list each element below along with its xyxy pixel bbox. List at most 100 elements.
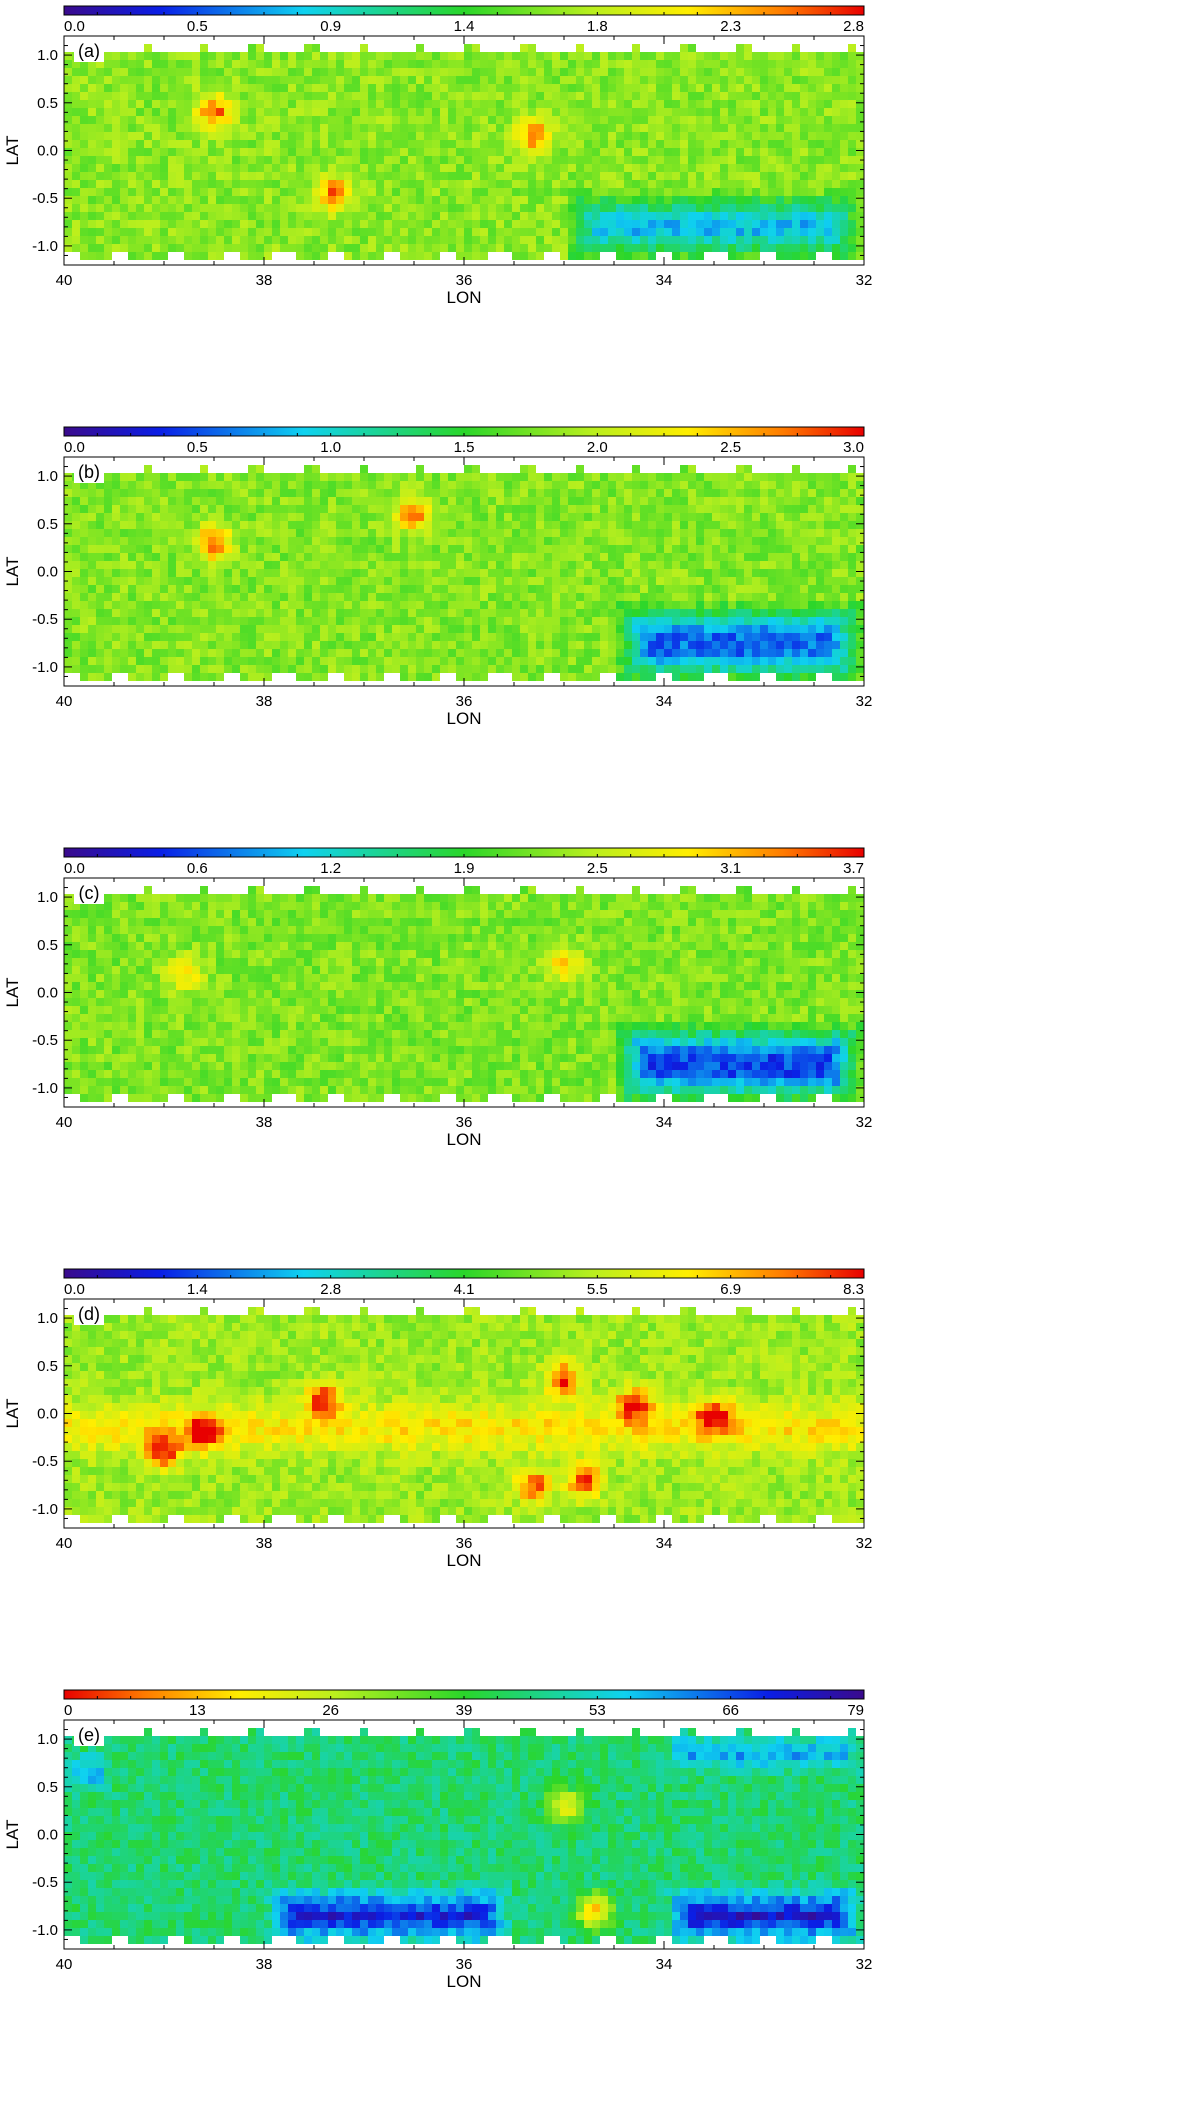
heatmap-cell — [712, 100, 720, 108]
heatmap-cell — [176, 641, 184, 649]
heatmap-cell — [208, 228, 216, 236]
heatmap-cell — [512, 52, 520, 60]
heatmap-cell — [240, 100, 248, 108]
heatmap-cell — [160, 537, 168, 545]
heatmap-cell — [440, 665, 448, 673]
heatmap-cell — [104, 513, 112, 521]
heatmap-cell — [544, 204, 552, 212]
heatmap-cell — [448, 569, 456, 577]
heatmap-cell — [240, 537, 248, 545]
heatmap-cell — [520, 649, 528, 657]
heatmap-cell — [144, 60, 152, 68]
heatmap-cell — [824, 164, 832, 172]
heatmap-cell — [280, 164, 288, 172]
heatmap-cell — [136, 52, 144, 60]
heatmap-cell — [136, 633, 144, 641]
heatmap-cell — [448, 156, 456, 164]
heatmap-cell — [80, 609, 88, 617]
heatmap-cell — [776, 124, 784, 132]
x-axis-title: LON — [447, 288, 482, 307]
heatmap-cell — [408, 593, 416, 601]
heatmap-cell — [824, 204, 832, 212]
heatmap-cell — [808, 180, 816, 188]
heatmap-cell — [376, 236, 384, 244]
heatmap-cell — [568, 473, 576, 481]
heatmap-cell — [576, 212, 584, 220]
heatmap-cell — [280, 148, 288, 156]
heatmap-cell — [240, 68, 248, 76]
heatmap-cell — [144, 505, 152, 513]
heatmap-cell — [464, 601, 472, 609]
heatmap-cell — [264, 489, 272, 497]
heatmap-cell — [712, 188, 720, 196]
heatmap-cell — [320, 60, 328, 68]
heatmap-cell — [408, 212, 416, 220]
heatmap-cell — [816, 212, 824, 220]
heatmap-cell — [296, 244, 304, 252]
heatmap-cell — [344, 92, 352, 100]
heatmap-cell — [96, 577, 104, 585]
heatmap-cell — [568, 561, 576, 569]
heatmap-cell — [208, 593, 216, 601]
heatmap-cell — [472, 172, 480, 180]
heatmap-cell — [208, 188, 216, 196]
heatmap-cell — [400, 497, 408, 505]
heatmap-cell — [224, 489, 232, 497]
heatmap-cell — [64, 140, 72, 148]
heatmap-cell — [696, 633, 704, 641]
heatmap-cell — [792, 140, 800, 148]
heatmap-cell — [240, 633, 248, 641]
heatmap-cell — [728, 665, 736, 673]
heatmap-cell — [832, 156, 840, 164]
heatmap-cell — [136, 252, 144, 260]
heatmap-cell — [424, 100, 432, 108]
heatmap-cell — [200, 481, 208, 489]
heatmap-cell — [576, 473, 584, 481]
heatmap-cell — [656, 172, 664, 180]
heatmap-cell — [240, 204, 248, 212]
heatmap-cell — [256, 60, 264, 68]
heatmap-cell — [160, 140, 168, 148]
heatmap-cell — [400, 521, 408, 529]
heatmap-cell — [216, 489, 224, 497]
heatmap-cell — [688, 537, 696, 545]
heatmap-cell — [264, 585, 272, 593]
heatmap-cell — [584, 481, 592, 489]
heatmap-cell — [368, 657, 376, 665]
heatmap-cell — [456, 633, 464, 641]
heatmap-cell — [272, 625, 280, 633]
heatmap-cell — [272, 228, 280, 236]
heatmap-cell — [392, 489, 400, 497]
heatmap-cell — [800, 172, 808, 180]
heatmap-cell — [528, 529, 536, 537]
heatmap-cell — [352, 172, 360, 180]
heatmap-cell — [800, 220, 808, 228]
heatmap-cell — [344, 649, 352, 657]
heatmap-cell — [328, 497, 336, 505]
heatmap-cell — [72, 148, 80, 156]
heatmap-cell — [536, 100, 544, 108]
heatmap-cell — [184, 188, 192, 196]
heatmap-cell — [560, 489, 568, 497]
heatmap-cell — [224, 561, 232, 569]
heatmap-cell — [136, 108, 144, 116]
heatmap-cell — [336, 132, 344, 140]
heatmap-cell — [744, 545, 752, 553]
heatmap-cell — [240, 577, 248, 585]
heatmap-cell — [480, 601, 488, 609]
heatmap-cell — [616, 92, 624, 100]
heatmap-cell — [448, 52, 456, 60]
heatmap-cell — [608, 188, 616, 196]
heatmap-cell — [440, 529, 448, 537]
heatmap-cell — [152, 196, 160, 204]
heatmap-cell — [608, 172, 616, 180]
heatmap-cell — [448, 561, 456, 569]
heatmap-cell — [408, 505, 416, 513]
heatmap-cell — [232, 625, 240, 633]
heatmap-cell — [368, 204, 376, 212]
heatmap-cell — [544, 156, 552, 164]
heatmap-cell — [392, 156, 400, 164]
heatmap-cell — [536, 545, 544, 553]
heatmap-cell — [272, 649, 280, 657]
heatmap-cell — [120, 196, 128, 204]
